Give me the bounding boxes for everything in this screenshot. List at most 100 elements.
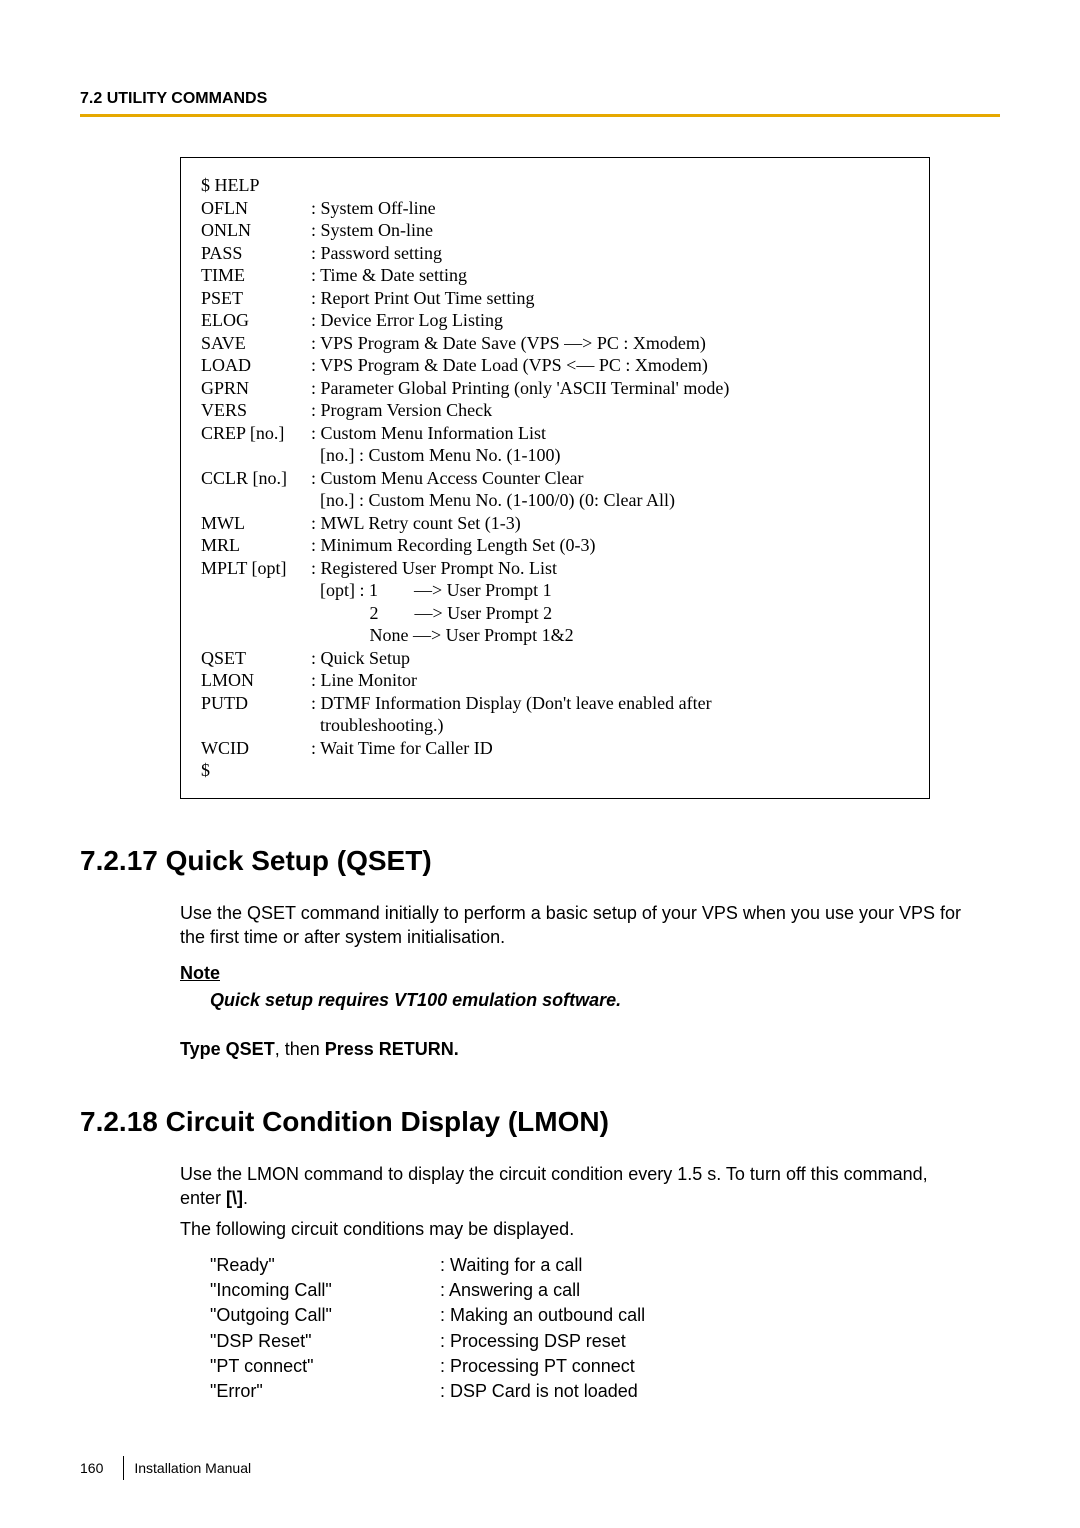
help-command-row: PSET: Report Print Out Time setting — [201, 287, 909, 310]
help-command-row: [no.] : Custom Menu No. (1-100/0) (0: Cl… — [201, 489, 909, 512]
help-command-desc: : Minimum Recording Length Set (0-3) — [311, 534, 909, 557]
help-command-name: WCID — [201, 737, 311, 760]
help-command-name — [201, 714, 311, 737]
help-command-name: QSET — [201, 647, 311, 670]
help-command-desc: None —> User Prompt 1&2 — [311, 624, 909, 647]
help-command-row: MRL: Minimum Recording Length Set (0-3) — [201, 534, 909, 557]
help-command-name: LMON — [201, 669, 311, 692]
help-command-name — [201, 602, 311, 625]
section-heading-lmon: 7.2.18 Circuit Condition Display (LMON) — [80, 1106, 1000, 1138]
help-command-name: PSET — [201, 287, 311, 310]
help-command-row: [opt] : 1 —> User Prompt 1 — [201, 579, 909, 602]
condition-row: "Error": DSP Card is not loaded — [210, 1379, 1000, 1404]
help-prompt: $ HELP — [201, 174, 311, 197]
help-command-row: CCLR [no.]: Custom Menu Access Counter C… — [201, 467, 909, 490]
help-command-row: 2 —> User Prompt 2 — [201, 602, 909, 625]
help-command-desc: : Program Version Check — [311, 399, 909, 422]
help-command-name: PASS — [201, 242, 311, 265]
condition-label: "Error" — [210, 1379, 440, 1404]
help-command-name: OFLN — [201, 197, 311, 220]
qset-instruction: Type QSET, then Press RETURN. — [180, 1039, 1000, 1060]
instruction-type-qset: Type QSET — [180, 1039, 275, 1059]
help-end-prompt: $ — [201, 759, 311, 782]
condition-desc: : Answering a call — [440, 1278, 1000, 1303]
condition-desc: : Waiting for a call — [440, 1253, 1000, 1278]
header-rule — [80, 114, 1000, 117]
help-command-row: QSET: Quick Setup — [201, 647, 909, 670]
help-command-name: PUTD — [201, 692, 311, 715]
page: 7.2 UTILITY COMMANDS $ HELP OFLN: System… — [0, 0, 1080, 1528]
help-command-row: PUTD: DTMF Information Display (Don't le… — [201, 692, 909, 715]
help-command-name — [201, 579, 311, 602]
help-command-desc: : Line Monitor — [311, 669, 909, 692]
help-command-desc: : VPS Program & Date Save (VPS —> PC : X… — [311, 332, 909, 355]
help-command-row: [no.] : Custom Menu No. (1-100) — [201, 444, 909, 467]
lmon-escape: [\] — [226, 1188, 243, 1208]
help-command-desc: 2 —> User Prompt 2 — [311, 602, 909, 625]
manual-name: Installation Manual — [134, 1460, 251, 1476]
condition-label: "Outgoing Call" — [210, 1303, 440, 1328]
condition-desc: : Processing PT connect — [440, 1354, 1000, 1379]
lmon-body-1: Use the LMON command to display the circ… — [180, 1162, 970, 1211]
qset-body: Use the QSET command initially to perfor… — [180, 901, 970, 950]
help-command-desc: : System Off-line — [311, 197, 909, 220]
help-command-desc: : MWL Retry count Set (1-3) — [311, 512, 909, 535]
help-command-desc: : System On-line — [311, 219, 909, 242]
instruction-mid: , then — [275, 1039, 325, 1059]
help-command-row: MPLT [opt]: Registered User Prompt No. L… — [201, 557, 909, 580]
help-last-line: $ — [201, 759, 909, 782]
lmon-body-2: The following circuit conditions may be … — [180, 1217, 970, 1241]
help-command-desc: [no.] : Custom Menu No. (1-100) — [311, 444, 909, 467]
help-command-desc: : Report Print Out Time setting — [311, 287, 909, 310]
page-header: 7.2 UTILITY COMMANDS — [80, 90, 1000, 108]
condition-row: "Outgoing Call": Making an outbound call — [210, 1303, 1000, 1328]
help-command-name — [201, 624, 311, 647]
section-heading-qset: 7.2.17 Quick Setup (QSET) — [80, 845, 1000, 877]
help-command-desc: [opt] : 1 —> User Prompt 1 — [311, 579, 909, 602]
condition-label: "DSP Reset" — [210, 1329, 440, 1354]
help-command-row: GPRN: Parameter Global Printing (only 'A… — [201, 377, 909, 400]
help-command-name: GPRN — [201, 377, 311, 400]
condition-row: "DSP Reset": Processing DSP reset — [210, 1329, 1000, 1354]
note-body: Quick setup requires VT100 emulation sof… — [210, 990, 1000, 1011]
help-command-name: MPLT [opt] — [201, 557, 311, 580]
help-command-name: ELOG — [201, 309, 311, 332]
condition-label: "Incoming Call" — [210, 1278, 440, 1303]
help-command-row: ONLN: System On-line — [201, 219, 909, 242]
help-command-row: PASS: Password setting — [201, 242, 909, 265]
help-command-row: SAVE: VPS Program & Date Save (VPS —> PC… — [201, 332, 909, 355]
help-command-row: CREP [no.]: Custom Menu Information List — [201, 422, 909, 445]
help-command-row: OFLN: System Off-line — [201, 197, 909, 220]
page-footer: 160 Installation Manual — [80, 1456, 251, 1480]
condition-label: "Ready" — [210, 1253, 440, 1278]
help-command-list: OFLN: System Off-lineONLN: System On-lin… — [201, 197, 909, 760]
help-command-desc: : Password setting — [311, 242, 909, 265]
help-command-desc: : Registered User Prompt No. List — [311, 557, 909, 580]
lmon-body-part1: Use the LMON command to display the circ… — [180, 1164, 928, 1208]
condition-row: "Ready": Waiting for a call — [210, 1253, 1000, 1278]
page-number: 160 — [80, 1460, 103, 1476]
help-command-desc: [no.] : Custom Menu No. (1-100/0) (0: Cl… — [311, 489, 909, 512]
help-command-name: MRL — [201, 534, 311, 557]
condition-label: "PT connect" — [210, 1354, 440, 1379]
help-command-row: WCID: Wait Time for Caller ID — [201, 737, 909, 760]
note-label: Note — [180, 963, 1000, 984]
help-command-desc: : Quick Setup — [311, 647, 909, 670]
circuit-conditions-table: "Ready": Waiting for a call"Incoming Cal… — [210, 1253, 1000, 1404]
help-command-name: CREP [no.] — [201, 422, 311, 445]
condition-desc: : DSP Card is not loaded — [440, 1379, 1000, 1404]
help-command-row: LOAD: VPS Program & Date Load (VPS <— PC… — [201, 354, 909, 377]
help-command-desc: : Custom Menu Information List — [311, 422, 909, 445]
condition-row: "PT connect": Processing PT connect — [210, 1354, 1000, 1379]
help-command-box: $ HELP OFLN: System Off-lineONLN: System… — [180, 157, 930, 799]
help-command-row: LMON: Line Monitor — [201, 669, 909, 692]
help-command-row: troubleshooting.) — [201, 714, 909, 737]
help-command-name: SAVE — [201, 332, 311, 355]
help-command-desc: : DTMF Information Display (Don't leave … — [311, 692, 909, 715]
help-command-row: VERS: Program Version Check — [201, 399, 909, 422]
lmon-body-part2: . — [243, 1188, 248, 1208]
help-command-name: MWL — [201, 512, 311, 535]
help-command-desc: : Custom Menu Access Counter Clear — [311, 467, 909, 490]
help-command-desc: troubleshooting.) — [311, 714, 909, 737]
condition-desc: : Processing DSP reset — [440, 1329, 1000, 1354]
